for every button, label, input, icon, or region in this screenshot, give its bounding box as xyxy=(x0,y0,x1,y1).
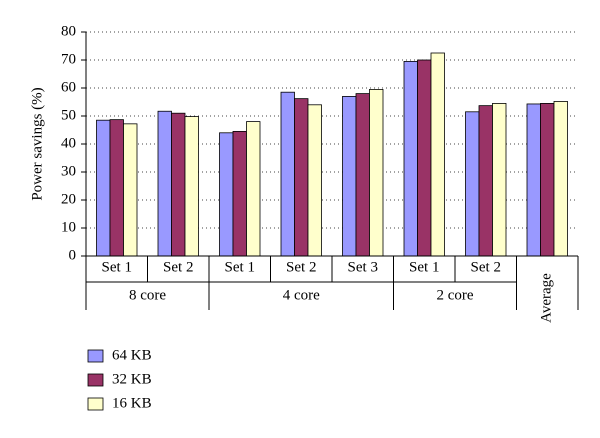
bar xyxy=(403,61,418,257)
bar xyxy=(540,103,555,257)
y-tick-label: 30 xyxy=(61,163,76,179)
x-tick-label: Set 3 xyxy=(348,259,378,275)
bar xyxy=(96,119,111,257)
bar xyxy=(219,132,234,257)
y-tick-label: 10 xyxy=(61,219,76,235)
legend-label: 16 KB xyxy=(112,395,152,411)
bar xyxy=(123,123,138,257)
group-label: 8 core xyxy=(129,287,166,303)
bar xyxy=(294,98,309,257)
bar xyxy=(526,103,541,257)
bar xyxy=(109,119,124,257)
bar xyxy=(342,96,357,257)
bar xyxy=(280,91,295,257)
bar xyxy=(553,101,568,257)
bar xyxy=(492,103,507,257)
group-label: 2 core xyxy=(436,287,473,303)
legend-swatch xyxy=(87,397,104,411)
group-label: Average xyxy=(539,273,555,323)
y-tick-label: 0 xyxy=(69,247,77,263)
x-tick-label: Set 1 xyxy=(225,259,255,275)
y-tick-label: 60 xyxy=(61,79,76,95)
y-tick-label: 80 xyxy=(61,23,76,39)
bar xyxy=(417,59,432,257)
x-tick-label: Set 2 xyxy=(286,259,316,275)
x-tick-label: Set 2 xyxy=(471,259,501,275)
x-tick-label: Set 1 xyxy=(102,259,132,275)
y-tick-label: 50 xyxy=(61,107,76,123)
legend-swatch xyxy=(87,373,104,387)
x-tick-label: Set 2 xyxy=(163,259,193,275)
y-tick-label: 40 xyxy=(61,135,76,151)
bar xyxy=(478,105,493,257)
bar xyxy=(355,93,370,257)
bar xyxy=(184,116,199,257)
y-tick-label: 20 xyxy=(61,191,76,207)
bar xyxy=(369,89,384,257)
bar xyxy=(465,111,480,257)
bar xyxy=(246,121,261,257)
bar xyxy=(157,110,172,257)
legend-swatch xyxy=(87,349,104,363)
y-axis-label: Power savings (%) xyxy=(29,87,45,200)
bar xyxy=(232,130,247,257)
bar xyxy=(430,52,445,257)
bar xyxy=(307,104,322,257)
legend-label: 32 KB xyxy=(112,371,152,387)
y-tick-label: 70 xyxy=(61,51,76,67)
legend-label: 64 KB xyxy=(112,347,152,363)
group-label: 4 core xyxy=(283,287,320,303)
x-tick-label: Set 1 xyxy=(409,259,439,275)
bar xyxy=(171,112,186,257)
